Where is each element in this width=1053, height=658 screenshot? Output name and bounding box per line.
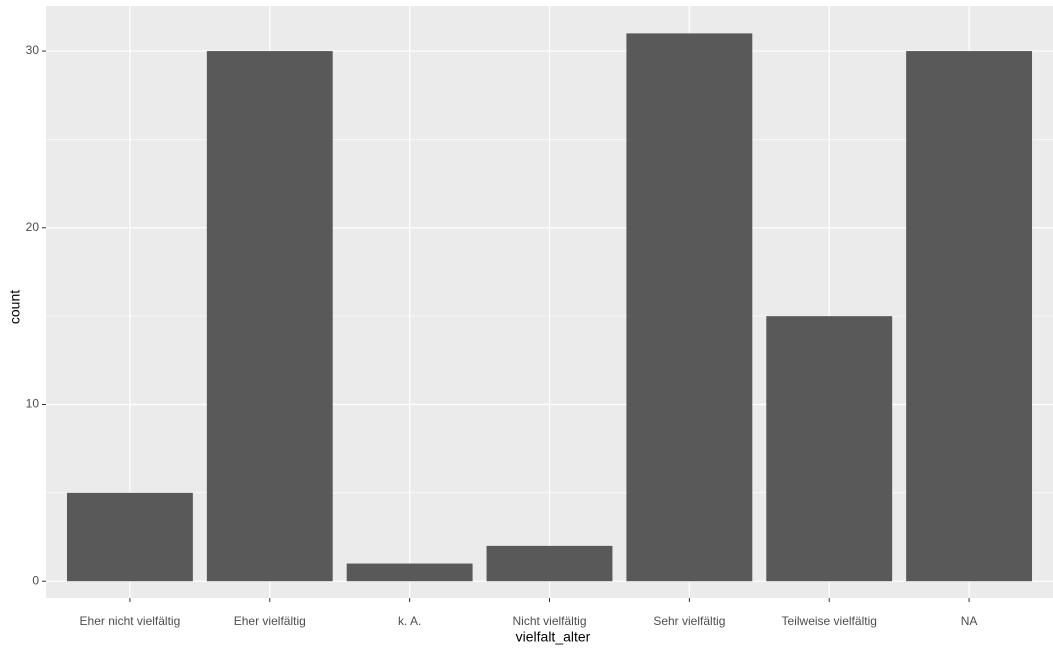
y-axis-title: count	[7, 290, 23, 324]
x-axis-title: vielfalt_alter	[516, 629, 591, 645]
x-tick-label: Teilweise vielfältig	[782, 614, 877, 628]
bar	[626, 33, 753, 582]
bar	[346, 563, 473, 582]
bar	[66, 492, 193, 582]
y-tick-label: 30	[26, 43, 40, 57]
bar	[206, 51, 333, 582]
x-tick-label: Nicht vielfältig	[512, 614, 586, 628]
x-tick-label: k. A.	[398, 614, 421, 628]
x-tick-label: NA	[961, 614, 978, 628]
x-tick-label: Sehr vielfältig	[653, 614, 725, 628]
bar	[486, 545, 613, 582]
bar	[906, 51, 1033, 582]
y-tick-label: 0	[32, 573, 39, 587]
y-tick-label: 10	[26, 397, 40, 411]
y-tick-label: 20	[26, 220, 40, 234]
x-tick-label: Eher nicht vielfältig	[80, 614, 181, 628]
x-tick-label: Eher vielfältig	[234, 614, 306, 628]
bar	[766, 316, 893, 582]
